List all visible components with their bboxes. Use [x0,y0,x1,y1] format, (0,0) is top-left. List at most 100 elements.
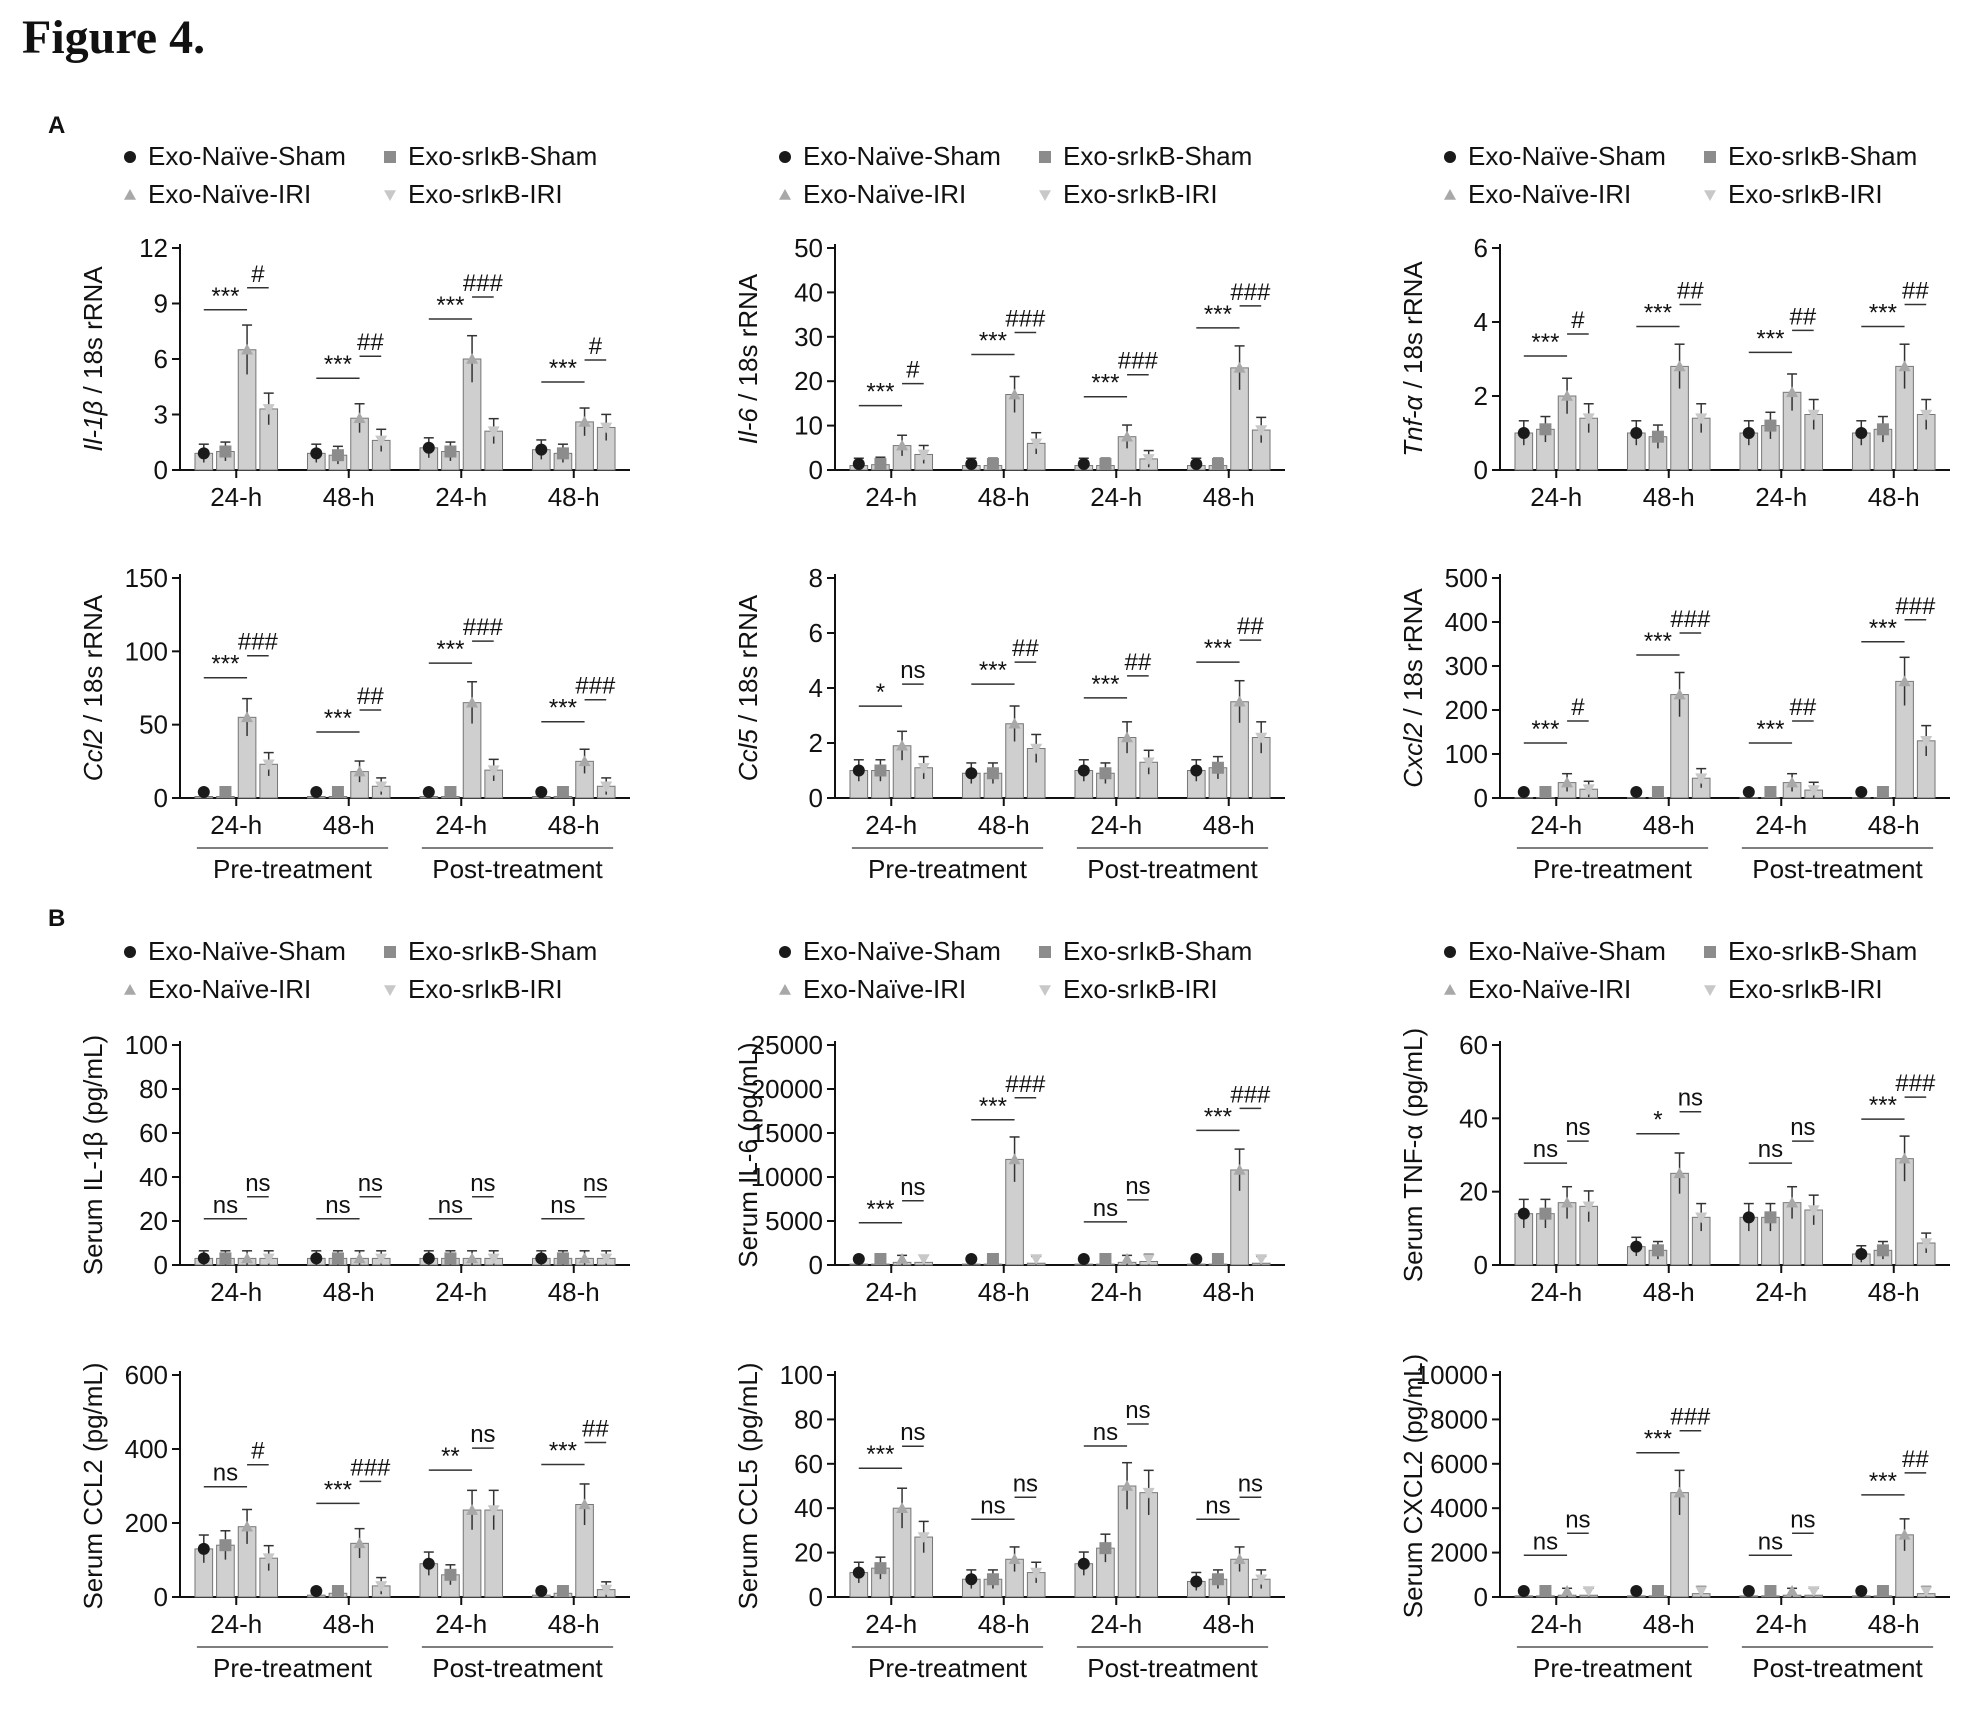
group-label: Pre-treatment [213,1653,373,1683]
legend-marker [384,985,396,996]
legend-entry: Exo-Naïve-IRI [148,179,311,209]
data-point [262,1553,275,1565]
y-axis-label: Il-1β / 18s rRNA [78,266,108,452]
legend-marker [779,984,791,995]
data-point [600,781,613,793]
sig-label: ns [1238,1470,1263,1497]
y-tick-label: 12 [139,233,168,263]
y-axis-label: Serum TNF-α (pg/mL) [1398,1028,1428,1282]
y-tick-label: 4 [1474,307,1488,337]
y-tick-label: 0 [1474,455,1488,485]
sig-label: # [251,261,265,288]
data-point [1786,1196,1799,1208]
data-point [241,343,254,355]
data-point [1517,1207,1530,1220]
data-point [1077,764,1090,777]
legend-entry: Exo-srIκB-Sham [1728,936,1917,966]
x-tick-label: 24-h [1755,810,1807,840]
panel-label-b: B [48,905,66,932]
data-point [353,1537,366,1549]
legend-marker [1039,985,1051,996]
y-tick-label: 200 [1445,695,1488,725]
x-tick-label: 24-h [865,482,917,512]
data-point [331,1252,344,1265]
x-tick-label: 48-h [323,1609,375,1639]
legend-entry: Exo-srIκB-IRI [408,974,563,1004]
data-point [310,1252,323,1265]
sig-label: ns [1758,1136,1783,1163]
sig-label: ## [1125,649,1152,676]
group-label: Pre-treatment [868,854,1028,884]
sig-label: *** [436,292,464,319]
group-label: Pre-treatment [1533,854,1693,884]
data-point [1651,786,1664,798]
data-point [1764,419,1777,432]
sig-label: ## [1902,277,1929,304]
data-point [444,786,457,798]
y-tick-label: 0 [1474,1250,1488,1280]
data-point [1742,427,1755,439]
sig-label: # [251,1438,265,1465]
data-point [1764,1211,1777,1224]
data-point [1211,458,1224,470]
data-point [1211,1573,1224,1586]
sig-label: *** [1644,628,1672,655]
data-point [986,767,999,780]
y-tick-label: 200 [125,1508,168,1538]
legend-marker [1704,190,1716,201]
data-point [1190,1253,1203,1265]
legend: Exo-Naïve-Sham Exo-srIκB-Sham Exo-Naïve-IR… [779,936,1252,1004]
y-tick-label: 9 [154,289,168,319]
x-tick-label: 24-h [1090,482,1142,512]
data-point [917,449,930,461]
data-point [874,458,887,470]
data-point [466,1504,479,1515]
data-point [917,1532,930,1544]
data-point [1898,675,1911,687]
x-tick-label: 48-h [978,1277,1030,1307]
x-tick-label: 24-h [865,810,917,840]
legend: Exo-Naïve-Sham Exo-srIκB-Sham Exo-Naïve-IR… [1444,141,1917,209]
data-point [1099,458,1112,470]
data-point [1876,1585,1889,1597]
sig-label: ns [1565,1506,1590,1533]
chart-2: Exo-Naïve-Sham Exo-srIκB-Sham Exo-Naïve-IR… [733,141,1285,512]
x-tick-label: 24-h [1530,1277,1582,1307]
y-tick-label: 0 [809,783,823,813]
sig-label: ns [1758,1528,1783,1555]
sig-label: ns [1125,1397,1150,1424]
sig-label: ns [1790,1114,1815,1141]
y-tick-label: 40 [1459,1103,1488,1133]
sig-label: ## [1902,1446,1929,1473]
data-point [241,1252,254,1264]
x-tick-label: 48-h [1203,1609,1255,1639]
y-tick-label: 0 [154,1250,168,1280]
data-point [1539,786,1552,798]
data-point [1008,1153,1021,1165]
data-point [1539,1585,1552,1597]
legend-marker [779,946,791,958]
x-tick-label: 24-h [1755,1277,1807,1307]
x-tick-label: 48-h [978,1609,1030,1639]
data-point [1695,1212,1708,1224]
data-point [1211,761,1224,774]
legend-marker [1039,151,1051,163]
data-point [965,1253,978,1265]
data-point [422,1252,435,1265]
sig-label: ns [1125,1173,1150,1200]
data-point [487,1253,500,1265]
data-point [1920,409,1933,421]
sig-label: ### [1670,606,1711,633]
data-point [1142,757,1155,769]
legend-marker [1039,190,1051,201]
data-point [1673,688,1686,700]
sig-label: ### [350,1454,391,1481]
sig-label: ns [900,1419,925,1446]
sig-label: ### [1230,1081,1271,1108]
data-point [852,458,865,470]
data-point [1898,360,1911,372]
data-point [241,1520,254,1532]
